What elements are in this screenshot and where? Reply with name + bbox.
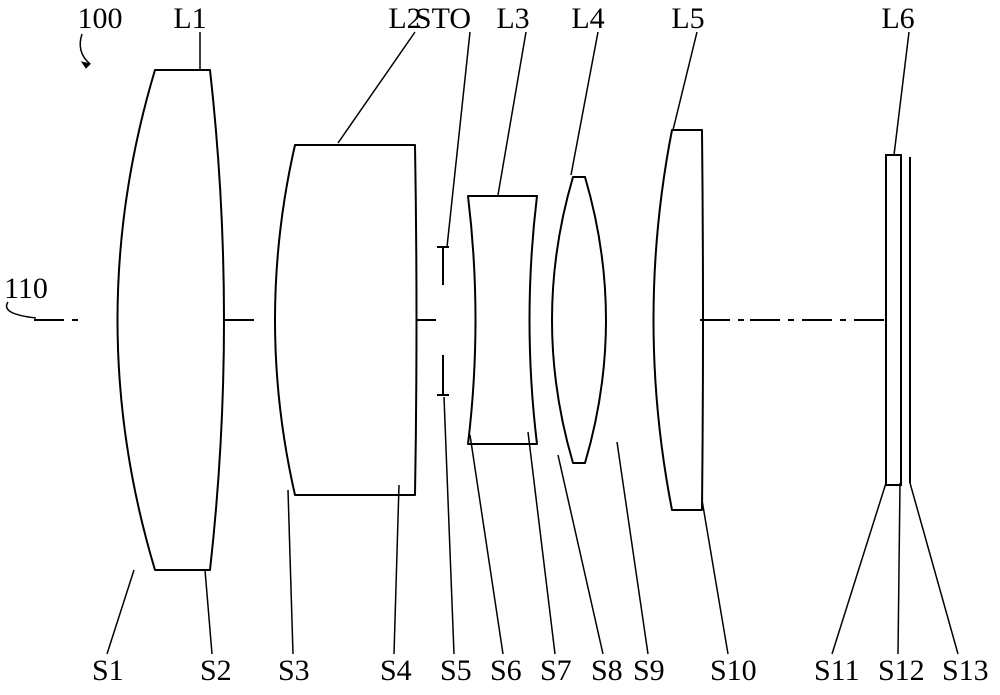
plate-L6 <box>886 155 901 485</box>
label-bot-S6: S6 <box>490 654 522 687</box>
leader-bot-S1 <box>107 570 134 654</box>
leader-top-STO <box>447 32 470 247</box>
label-bot-S10: S10 <box>710 654 757 687</box>
lens-L3 <box>468 196 537 444</box>
lens-L5 <box>654 130 704 510</box>
aperture-stop <box>437 247 449 395</box>
leader-top-L4 <box>571 32 598 175</box>
lens-L2 <box>275 145 417 495</box>
leader-top-L3 <box>498 32 526 195</box>
label-top-L1: L1 <box>173 2 206 35</box>
leader-bot-S3 <box>288 490 293 654</box>
label-top-L3: L3 <box>496 2 529 35</box>
leader-bot-S9 <box>617 442 648 654</box>
label-assembly: 100 <box>78 2 123 35</box>
leader-bot-S13 <box>910 483 958 654</box>
leader-bot-S2 <box>205 570 212 654</box>
label-bot-S1: S1 <box>92 654 124 687</box>
lens-L4 <box>552 177 606 463</box>
label-bot-S8: S8 <box>591 654 623 687</box>
label-bot-S2: S2 <box>200 654 232 687</box>
label-top-L5: L5 <box>671 2 704 35</box>
leader-bot-S6 <box>470 435 503 654</box>
leader-bot-S5 <box>444 397 454 654</box>
leader-bot-S7 <box>528 432 555 654</box>
label-axis-ref: 110 <box>4 272 48 305</box>
label-bot-S4: S4 <box>380 654 412 687</box>
label-bot-S3: S3 <box>278 654 310 687</box>
leader-bot-S4 <box>394 485 399 654</box>
optical-diagram: 100110L1L2STOL3L4L5L6S1S2S3S4S5S6S7S8S9S… <box>0 0 1000 695</box>
label-bot-S12: S12 <box>878 654 925 687</box>
leader-bot-S8 <box>558 455 603 654</box>
label-top-L4: L4 <box>571 2 604 35</box>
label-bot-S13: S13 <box>942 654 989 687</box>
leader-bot-S12 <box>898 483 900 654</box>
leader-top-L6 <box>894 32 909 155</box>
label-bot-S11: S11 <box>814 654 860 687</box>
label-assembly-hook <box>80 34 90 64</box>
label-bot-S7: S7 <box>540 654 572 687</box>
label-top-L6: L6 <box>881 2 914 35</box>
label-top-STO: STO <box>415 2 471 35</box>
lens-L1 <box>118 70 225 570</box>
leader-top-L5 <box>673 32 697 130</box>
leader-bot-S10 <box>702 500 728 654</box>
label-bot-S9: S9 <box>633 654 665 687</box>
label-bot-S5: S5 <box>440 654 472 687</box>
leader-bot-S11 <box>832 483 886 654</box>
leader-top-L2 <box>338 32 415 143</box>
